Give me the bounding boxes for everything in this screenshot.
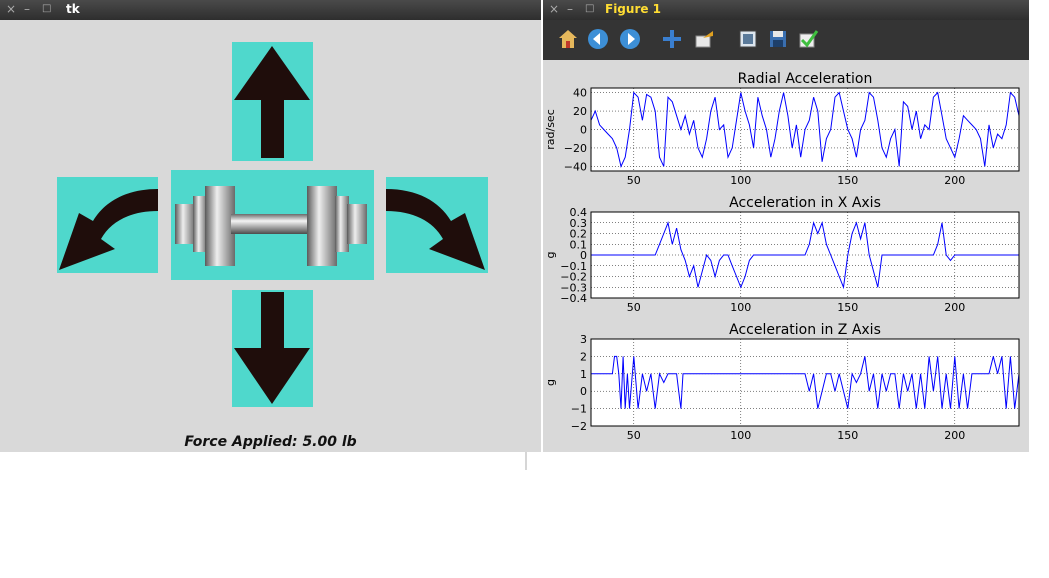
- check-icon[interactable]: [797, 28, 819, 50]
- save-icon[interactable]: [767, 28, 789, 50]
- x-tick-label: 150: [837, 429, 858, 442]
- down-arrow-button[interactable]: [232, 290, 313, 407]
- x-tick-label: 200: [944, 174, 965, 187]
- subplot-3: 50 100 150 200 −2 −1 0 1 2 3 Acceleration in Z Axi…: [544, 322, 1020, 442]
- y-tick-label: −1: [571, 403, 587, 416]
- x-tick-label: 100: [730, 429, 751, 442]
- tk-window: × – □ tk: [0, 0, 541, 452]
- dumbbell-button[interactable]: [171, 170, 374, 280]
- y-tick-label: 0.4: [570, 206, 588, 219]
- y-tick-label: 0: [580, 124, 587, 137]
- x-tick-label: 150: [837, 301, 858, 314]
- y-tick-label: 1: [580, 368, 587, 381]
- tk-titlebar: × – □ tk: [0, 0, 541, 20]
- y-tick-label: 3: [580, 333, 587, 346]
- close-button[interactable]: ×: [549, 2, 560, 16]
- zoom-icon[interactable]: [693, 28, 715, 50]
- y-axis-label: rad/sec: [544, 109, 557, 150]
- y-tick-label: 0: [580, 249, 587, 262]
- subplot-title: Radial Acceleration: [738, 71, 873, 87]
- rotate-left-button[interactable]: [57, 177, 158, 273]
- x-tick-label: 100: [730, 174, 751, 187]
- subplot-title: Acceleration in X Axis: [729, 195, 881, 211]
- minimize-button[interactable]: –: [567, 2, 573, 16]
- close-button[interactable]: ×: [6, 2, 17, 16]
- y-tick-label: −0.1: [560, 260, 587, 273]
- axes-frame: [590, 87, 1020, 172]
- plot-area: [591, 339, 1019, 426]
- x-tick-label: 200: [944, 429, 965, 442]
- arrow-down-icon: [234, 292, 310, 404]
- rotate-left-icon: [59, 189, 158, 270]
- axes-frame: [590, 211, 1020, 299]
- rotate-right-button[interactable]: [386, 177, 488, 273]
- y-tick-label: −20: [564, 142, 587, 155]
- axes-frame: [590, 338, 1020, 427]
- pan-icon[interactable]: [661, 28, 683, 50]
- y-tick-label: 0.2: [570, 228, 588, 241]
- rotate-right-icon: [386, 189, 485, 270]
- subplot-1: 50 100 150 200 −40 −20 0 20 40 Radial Acceleratio…: [544, 71, 1020, 187]
- home-icon[interactable]: [557, 28, 579, 50]
- navigation-toolbar: [543, 20, 1029, 60]
- forward-icon[interactable]: [619, 28, 641, 50]
- minimize-button[interactable]: –: [24, 2, 30, 16]
- x-tick-label: 50: [627, 429, 641, 442]
- y-tick-label: −0.2: [560, 271, 587, 284]
- y-tick-label: 2: [580, 350, 587, 363]
- y-tick-label: −2: [571, 420, 587, 433]
- subplot-2: 50 100 150 200 −0.4−0.3−0.2−0.100.10.20.30.4…: [544, 195, 1020, 314]
- y-tick-label: −0.3: [560, 281, 587, 294]
- arrow-up-icon: [234, 46, 310, 158]
- y-tick-label: −40: [564, 160, 587, 173]
- window-divider: [525, 452, 527, 470]
- subplot-title: Acceleration in Z Axis: [729, 322, 881, 338]
- maximize-button[interactable]: □: [585, 3, 595, 14]
- maximize-button[interactable]: □: [42, 3, 52, 14]
- y-tick-label: 40: [573, 87, 587, 100]
- x-tick-label: 50: [627, 301, 641, 314]
- y-tick-label: −0.4: [560, 292, 587, 305]
- x-tick-label: 150: [837, 174, 858, 187]
- x-tick-label: 50: [627, 174, 641, 187]
- dumbbell-icon: [175, 186, 367, 266]
- y-tick-label: 0.3: [570, 217, 588, 230]
- up-arrow-button[interactable]: [232, 42, 313, 161]
- x-tick-label: 200: [944, 301, 965, 314]
- y-tick-label: 0: [580, 385, 587, 398]
- series-line: [591, 221, 1019, 290]
- y-axis-label: g: [544, 379, 557, 386]
- y-tick-label: 20: [573, 105, 587, 118]
- series-line: [590, 91, 1020, 168]
- x-tick-label: 100: [730, 301, 751, 314]
- force-applied-label: Force Applied: 5.00 lb: [184, 434, 357, 450]
- figure-window: × – □ Figure 1: [543, 0, 1029, 452]
- window-title: Figure 1: [605, 2, 662, 16]
- series-line: [591, 355, 1020, 409]
- figure-titlebar: × – □ Figure 1: [543, 0, 1029, 20]
- y-tick-label: 0.1: [570, 238, 588, 251]
- back-icon[interactable]: [587, 28, 609, 50]
- subplots-icon[interactable]: [737, 28, 759, 50]
- window-title: tk: [66, 2, 80, 16]
- y-axis-label: g: [544, 252, 557, 259]
